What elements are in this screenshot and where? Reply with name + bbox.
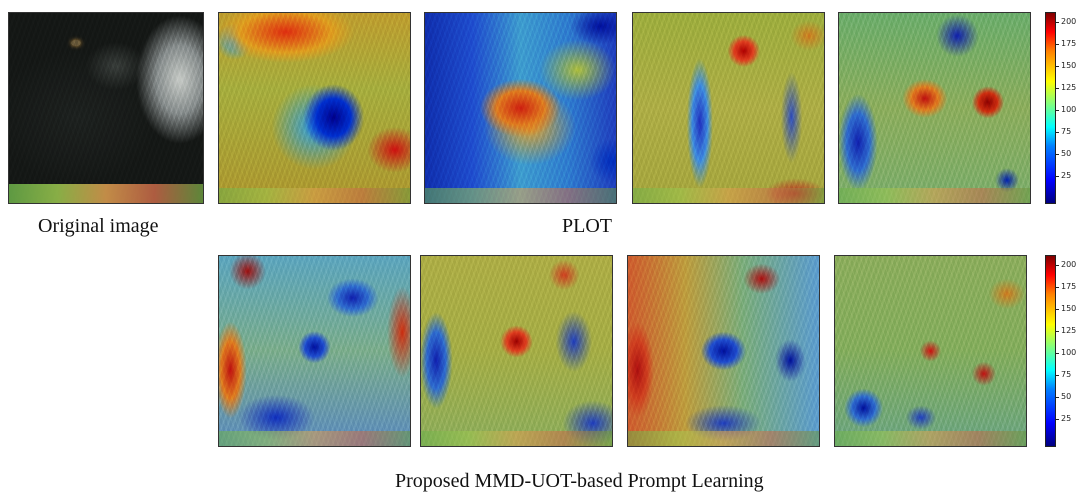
plot-label: PLOT xyxy=(562,215,612,237)
proposed-heatmap-2 xyxy=(420,255,613,447)
colorbar-tick: 150 xyxy=(1055,61,1077,70)
plot-heatmap-4 xyxy=(838,12,1031,204)
colorbar-tick: 175 xyxy=(1055,282,1077,291)
colorbar-tick: 75 xyxy=(1055,127,1072,136)
dog-eye xyxy=(71,39,82,46)
original-image xyxy=(8,12,204,204)
plot-heatmap-1 xyxy=(218,12,411,204)
colorbar-tick: 200 xyxy=(1055,17,1077,26)
proposed-heatmap-3 xyxy=(627,255,820,447)
plot-heatmap-3 xyxy=(632,12,825,204)
colorbar-bottom xyxy=(1045,255,1056,447)
colorbar-tick: 100 xyxy=(1055,348,1077,357)
colorbar-tick: 125 xyxy=(1055,326,1077,335)
colorbar-tick: 125 xyxy=(1055,83,1077,92)
plot-heatmap-2 xyxy=(424,12,617,204)
colorbar-tick: 100 xyxy=(1055,105,1077,114)
proposed-heatmap-1 xyxy=(218,255,411,447)
colorbar-tick: 50 xyxy=(1055,392,1072,401)
colorbar-tick: 150 xyxy=(1055,304,1077,313)
original-image-label: Original image xyxy=(38,215,159,237)
colorbar-tick: 75 xyxy=(1055,370,1072,379)
colorbar-tick: 175 xyxy=(1055,39,1077,48)
proposed-label: Proposed MMD-UOT-based Prompt Learning xyxy=(395,470,764,492)
colorbar-tick: 200 xyxy=(1055,260,1077,269)
colorbar-tick: 25 xyxy=(1055,171,1072,180)
colorbar-tick: 50 xyxy=(1055,149,1072,158)
colorbar-tick: 25 xyxy=(1055,414,1072,423)
colorbar-top xyxy=(1045,12,1056,204)
proposed-heatmap-4 xyxy=(834,255,1027,447)
